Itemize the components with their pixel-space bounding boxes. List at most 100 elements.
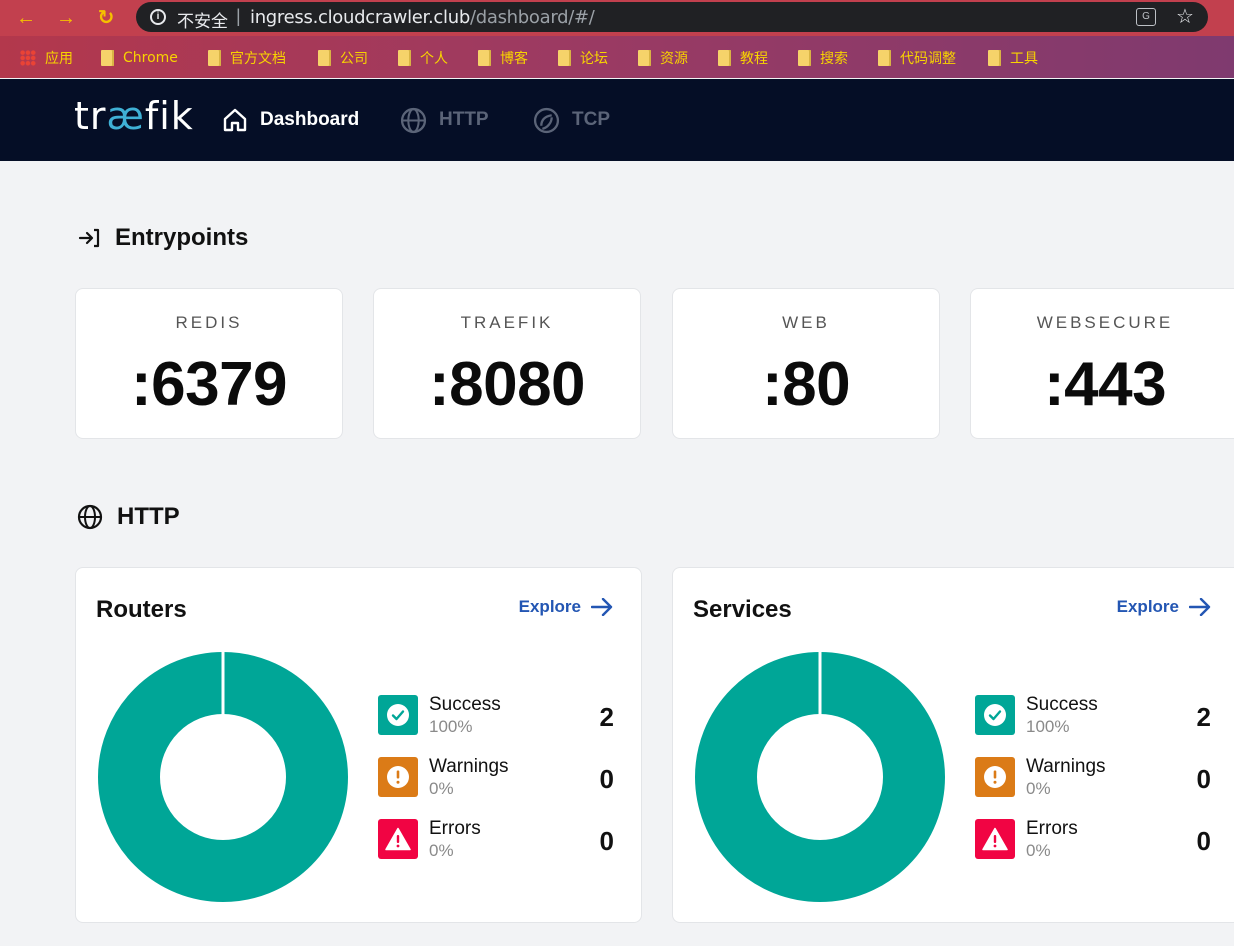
explore-link[interactable]: Explore (519, 597, 613, 617)
folder-icon (558, 50, 571, 66)
nav-dashboard-label: Dashboard (260, 109, 360, 130)
entrypoint-port: :443 (1043, 350, 1167, 419)
nav-http[interactable]: HTTP (400, 105, 489, 135)
entrypoint-card: TRAEFIK :8080 (373, 288, 641, 439)
legend-percent: 0% (429, 841, 454, 860)
url-text[interactable]: ingress.cloudcrawler.club/dashboard/#/ (250, 7, 595, 28)
traefik-logo[interactable]: træfik (74, 94, 194, 138)
entrypoints-heading: Entrypoints (77, 224, 248, 252)
check-circle-icon (378, 695, 418, 735)
folder-icon (208, 50, 221, 66)
http-heading: HTTP (77, 503, 180, 531)
legend-label: Errors (1026, 818, 1078, 839)
insecure-label: 不安全 (177, 12, 228, 32)
folder-icon (638, 50, 651, 66)
entrypoint-card: WEB :80 (672, 288, 940, 439)
services-card: Services Explore Success 100% 2 Warnings… (672, 567, 1234, 923)
warning-circle-icon (975, 757, 1015, 797)
legend-warnings: Warnings 0% 0 (975, 756, 1211, 798)
bookmark-item[interactable]: 搜索 (798, 48, 848, 68)
donut-chart (98, 652, 348, 902)
arrow-right-icon (591, 598, 613, 616)
bookmark-item[interactable]: 公司 (318, 48, 368, 68)
check-circle-icon (975, 695, 1015, 735)
entrypoint-name: WEBSECURE (1036, 313, 1174, 332)
legend-errors: Errors 0% 0 (378, 818, 614, 860)
card-title: Services (693, 596, 792, 623)
translate-icon[interactable]: G (1136, 8, 1156, 26)
globe-icon (77, 504, 103, 530)
arrow-right-icon (1189, 598, 1211, 616)
bookmark-star-icon[interactable]: ☆ (1176, 6, 1194, 28)
explore-label: Explore (1116, 597, 1179, 616)
bookmark-item[interactable]: 论坛 (558, 48, 608, 68)
legend-count: 0 (1196, 764, 1211, 794)
tcp-icon (533, 107, 560, 134)
back-arrow-icon[interactable]: ← (16, 7, 36, 29)
legend-success: Success 100% 2 (975, 694, 1211, 736)
folder-icon (101, 50, 114, 66)
url-host: ingress.cloudcrawler.club (250, 7, 470, 28)
legend-warnings: Warnings 0% 0 (378, 756, 614, 798)
entrypoint-name: REDIS (175, 313, 243, 332)
reload-icon[interactable]: ↻ (97, 7, 115, 29)
entrypoint-name: TRAEFIK (460, 313, 554, 332)
entrypoint-port: :6379 (130, 350, 288, 419)
bookmark-item[interactable]: 资源 (638, 48, 688, 68)
nav-dashboard[interactable]: Dashboard (222, 105, 359, 135)
url-path: /dashboard/#/ (469, 7, 595, 28)
folder-icon (398, 50, 411, 66)
legend-count: 2 (599, 702, 614, 732)
entrypoint-name: WEB (782, 313, 830, 332)
legend-count: 0 (599, 826, 614, 856)
legend-count: 0 (1196, 826, 1211, 856)
globe-icon (400, 107, 427, 134)
legend-percent: 100% (1026, 717, 1070, 736)
legend-success: Success 100% 2 (378, 694, 614, 736)
nav-tcp[interactable]: TCP (533, 105, 610, 135)
app-header: træfik Dashboard HTTP TCP (0, 79, 1234, 161)
legend-label: Warnings (429, 756, 509, 777)
entrypoint-card: WEBSECURE :443 (970, 288, 1234, 439)
address-bar[interactable]: i 不安全 | ingress.cloudcrawler.club/dashbo… (136, 2, 1208, 32)
info-icon[interactable]: i (150, 9, 166, 25)
folder-icon (878, 50, 891, 66)
explore-link[interactable]: Explore (1117, 597, 1211, 617)
folder-icon (798, 50, 811, 66)
routers-card: Routers Explore Success 100% 2 Warnings … (75, 567, 642, 923)
http-title: HTTP (117, 503, 180, 530)
bookmark-item[interactable]: 教程 (718, 48, 768, 68)
folder-icon (318, 50, 331, 66)
legend-label: Success (1026, 694, 1098, 715)
bookmark-item[interactable]: 博客 (478, 48, 528, 68)
legend-percent: 0% (429, 779, 454, 798)
bookmark-item[interactable]: 应用 (20, 48, 73, 68)
sign-in-icon (77, 226, 101, 250)
home-icon (222, 107, 248, 133)
legend-label: Errors (429, 818, 481, 839)
legend-count: 2 (1196, 702, 1211, 732)
card-title: Routers (96, 596, 187, 623)
warning-circle-icon (378, 757, 418, 797)
url-separator: | (236, 6, 241, 26)
nav-tcp-label: TCP (572, 109, 610, 130)
bookmark-item[interactable]: 工具 (988, 48, 1038, 68)
legend-count: 0 (599, 764, 614, 794)
legend-percent: 100% (429, 717, 473, 736)
bookmark-item[interactable]: 官方文档 (208, 48, 286, 68)
legend-percent: 0% (1026, 841, 1051, 860)
legend-percent: 0% (1026, 779, 1051, 798)
explore-label: Explore (518, 597, 581, 616)
bookmark-item[interactable]: 个人 (398, 48, 448, 68)
nav-http-label: HTTP (439, 109, 489, 130)
folder-icon (988, 50, 1001, 66)
browser-toolbar: ← → ↻ i 不安全 | ingress.cloudcrawler.club/… (0, 0, 1234, 36)
bookmark-item[interactable]: 代码调整 (878, 48, 956, 68)
entrypoint-card: REDIS :6379 (75, 288, 343, 439)
folder-icon (718, 50, 731, 66)
forward-arrow-icon[interactable]: → (56, 7, 76, 29)
legend-errors: Errors 0% 0 (975, 818, 1211, 860)
donut-chart (695, 652, 945, 902)
error-triangle-icon (975, 819, 1015, 859)
bookmark-item[interactable]: Chrome (101, 48, 178, 68)
